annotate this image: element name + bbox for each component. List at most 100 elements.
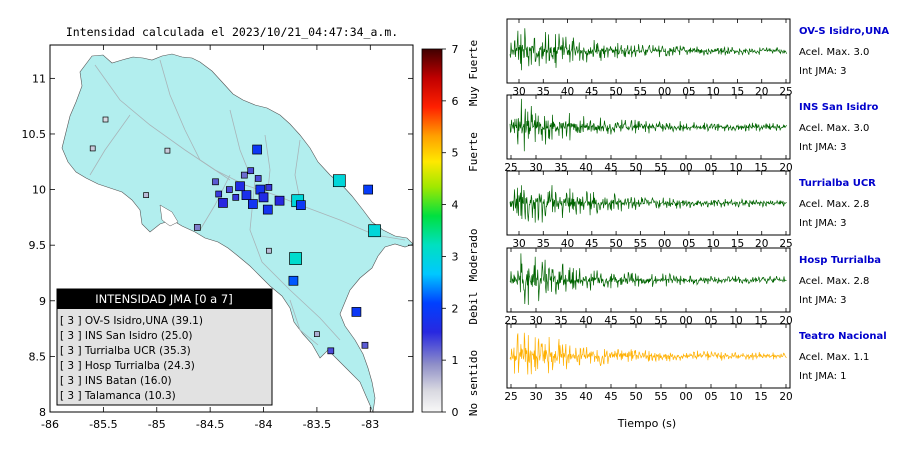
gulf-nicoya: [159, 204, 179, 227]
colorbar-tick-label: 3: [452, 250, 459, 263]
legend-entry: [ 3 ] Talamanca (10.3): [60, 390, 176, 402]
colorbar-tick-label: 1: [452, 354, 459, 367]
station-jma: Int JMA: 3: [799, 295, 847, 306]
waveform-trace: [509, 98, 787, 152]
station-jma: Int JMA: 1: [799, 371, 847, 382]
station-marker: [215, 190, 223, 198]
legend-entry: [ 3 ] INS Batan (16.0): [60, 375, 172, 387]
colorbar-label-fuerte: Fuerte: [467, 132, 480, 172]
station-markers: [89, 116, 381, 355]
time-tick-label: 15: [754, 391, 767, 403]
time-axis-label: Tiempo (s): [617, 417, 676, 430]
legend-entry: [ 3 ] OV-S Isidro,UNA (39.1): [60, 315, 203, 327]
station-marker: [258, 192, 269, 203]
colorbar-label-muy-fuerte: Muy Fuerte: [467, 40, 480, 106]
station-marker: [235, 181, 245, 192]
time-tick-label: 45: [585, 238, 598, 250]
colorbar-label-moderado: Moderado: [467, 229, 480, 282]
lon-tick-label: -83: [361, 418, 379, 431]
time-tick-label: 35: [554, 391, 567, 403]
station-pga: Acel. Max. 3.0: [799, 123, 869, 134]
station-marker: [288, 275, 299, 286]
time-tick-label: 25: [779, 238, 792, 250]
station-marker: [218, 198, 228, 208]
colorbar-label-no-sentido: No sentido: [467, 350, 480, 416]
lon-tick-label: -84: [255, 418, 273, 431]
station-marker: [143, 192, 149, 198]
time-tick-label: 15: [731, 238, 744, 250]
colorbar-tick-label: 2: [452, 302, 459, 315]
station-marker: [327, 347, 335, 355]
station-jma: Int JMA: 3: [799, 218, 847, 229]
time-tick-label: 35: [537, 238, 550, 250]
station-name: Teatro Nacional: [799, 331, 887, 342]
station-marker: [247, 167, 255, 175]
time-tick-label: 30: [529, 391, 542, 403]
station-marker: [314, 331, 320, 338]
station-marker: [240, 171, 248, 179]
road-line: [229, 109, 251, 176]
lat-tick-label: 11: [32, 72, 46, 85]
lat-tick-label: 9.5: [29, 239, 47, 252]
legend-title-bar: [57, 289, 272, 309]
road-line: [289, 299, 319, 346]
station-marker: [232, 194, 240, 201]
waveform-trace: [509, 332, 787, 375]
station-marker: [212, 178, 219, 186]
station-marker: [226, 186, 233, 193]
road-line: [264, 134, 271, 191]
station-marker: [361, 341, 369, 349]
legend-title: INTENSIDAD JMA [0 a 7]: [95, 292, 232, 306]
lat-tick-label: 9: [39, 295, 46, 308]
station-marker: [89, 145, 96, 152]
station-marker: [102, 116, 109, 123]
colorbar-label-debil: Debil: [467, 291, 480, 324]
lon-tick-label: -86: [41, 418, 59, 431]
station-pga: Acel. Max. 1.1: [799, 352, 869, 363]
station-name: OV-S Isidro,UNA: [799, 26, 889, 37]
station-marker: [332, 174, 346, 188]
station-marker: [265, 184, 273, 191]
time-tick-label: 00: [679, 391, 692, 403]
station-pga: Acel. Max. 2.8: [799, 199, 869, 210]
time-tick-label: 45: [604, 391, 617, 403]
legend-entry: [ 3 ] Hosp Turrialba (24.3): [60, 360, 195, 372]
time-tick-label: 10: [729, 391, 742, 403]
time-tick-label: 55: [654, 391, 667, 403]
station-marker: [266, 247, 272, 254]
waveform-panel: 25 30 35 40 45 50 55 00 05 10 15 20 Teatro Nacional A…: [504, 323, 887, 403]
station-name: INS San Isidro: [799, 102, 879, 113]
waveform-trace: [509, 253, 787, 305]
colorbar-tick-label: 7: [452, 43, 459, 56]
time-tick-label: 10: [706, 238, 719, 250]
colorbar-tick-label: 5: [452, 147, 459, 160]
station-name: Hosp Turrialba: [799, 255, 881, 266]
station-marker: [193, 224, 201, 231]
time-tick-label: 40: [561, 238, 574, 250]
station-marker: [368, 224, 381, 238]
colorbar: [421, 48, 443, 413]
lon-tick-label: -83.5: [303, 418, 331, 431]
road-line: [294, 139, 301, 201]
intensity-legend: INTENSIDAD JMA [0 a 7] [ 3 ] OV-S Isidro…: [56, 288, 273, 406]
colorbar-tick-label: 4: [452, 199, 459, 212]
time-tick-label: 30: [512, 238, 525, 250]
map-frame: [49, 44, 414, 413]
station-marker: [254, 175, 262, 182]
lon-tick-label: -85: [148, 418, 166, 431]
station-marker: [351, 307, 362, 317]
legend-entry: [ 3 ] Turrialba UCR (35.3): [60, 345, 191, 357]
station-marker: [248, 199, 258, 209]
time-tick-label: 50: [609, 238, 622, 250]
lat-tick-label: 8: [39, 406, 46, 419]
waveform-trace: [509, 185, 787, 223]
station-marker: [164, 147, 171, 154]
time-tick-label: 05: [704, 391, 717, 403]
lon-tick-label: -84.5: [196, 418, 224, 431]
time-tick-label: 05: [682, 238, 695, 250]
legend-entry: [ 3 ] INS San Isidro (25.0): [60, 330, 193, 342]
lat-tick-label: 10: [32, 184, 46, 197]
road-line: [249, 179, 341, 341]
